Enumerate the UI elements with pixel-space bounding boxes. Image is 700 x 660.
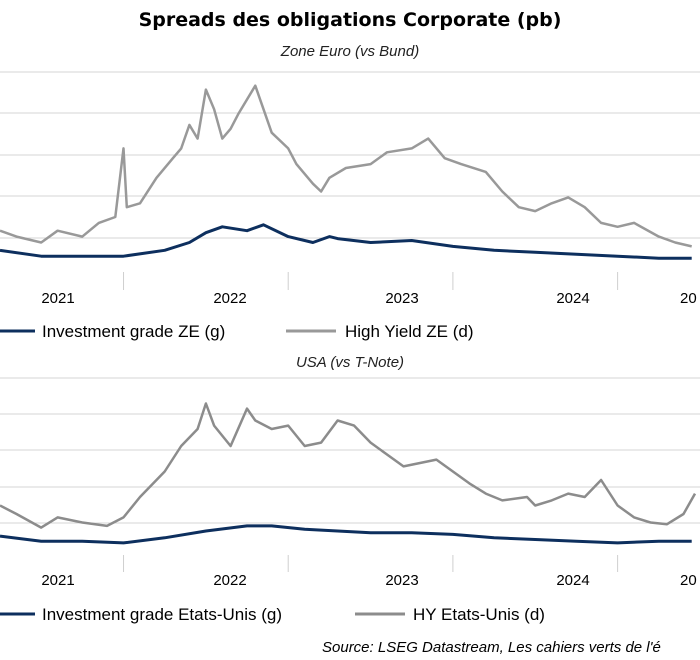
panel1-legend: Investment grade ZE (g) High Yield ZE (d… bbox=[0, 322, 474, 341]
series-line-high-yield bbox=[0, 402, 697, 529]
panel2-xtick-2021: 2021 bbox=[41, 572, 74, 589]
legend-label-ig-ze: Investment grade ZE (g) bbox=[42, 322, 225, 341]
source-note: Source: LSEG Datastream, Les cahiers ver… bbox=[322, 639, 661, 656]
series-line-investment-grade bbox=[0, 524, 692, 545]
panel1-year-separators bbox=[123, 272, 619, 290]
panel2-xtick-2022: 2022 bbox=[213, 572, 246, 589]
panel2-legend: Investment grade Etats-Unis (g) HY Etats… bbox=[0, 605, 545, 624]
chart-title: Spreads des obligations Corporate (pb) bbox=[139, 9, 562, 31]
panel1-xtick-2021: 2021 bbox=[41, 290, 74, 307]
panel1-xtick-2025: 20 bbox=[680, 290, 697, 307]
panel2-xtick-2024: 2024 bbox=[556, 572, 589, 589]
panel2-xtick-2025: 20 bbox=[680, 572, 697, 589]
panel1-xtick-2022: 2022 bbox=[213, 290, 246, 307]
panel2-series bbox=[0, 402, 697, 545]
panel1-grid bbox=[0, 71, 700, 239]
panel2-subtitle: USA (vs T-Note) bbox=[296, 354, 404, 371]
panel2-xtick-2023: 2023 bbox=[385, 572, 418, 589]
panel1-plot bbox=[0, 71, 700, 290]
panel2-grid bbox=[0, 377, 700, 524]
panel1-xtick-2023: 2023 bbox=[385, 290, 418, 307]
legend-label-hy-ze: High Yield ZE (d) bbox=[345, 322, 474, 341]
panel1-series bbox=[0, 84, 692, 260]
series-line-high-yield bbox=[0, 84, 692, 248]
legend-label-hy-us: HY Etats-Unis (d) bbox=[413, 605, 545, 624]
series-line-investment-grade bbox=[0, 223, 692, 260]
panel2-plot bbox=[0, 377, 700, 572]
legend-label-ig-us: Investment grade Etats-Unis (g) bbox=[42, 605, 282, 624]
panel1-subtitle: Zone Euro (vs Bund) bbox=[280, 43, 419, 60]
panel1-xtick-2024: 2024 bbox=[556, 290, 589, 307]
panel2-year-separators bbox=[123, 555, 619, 572]
